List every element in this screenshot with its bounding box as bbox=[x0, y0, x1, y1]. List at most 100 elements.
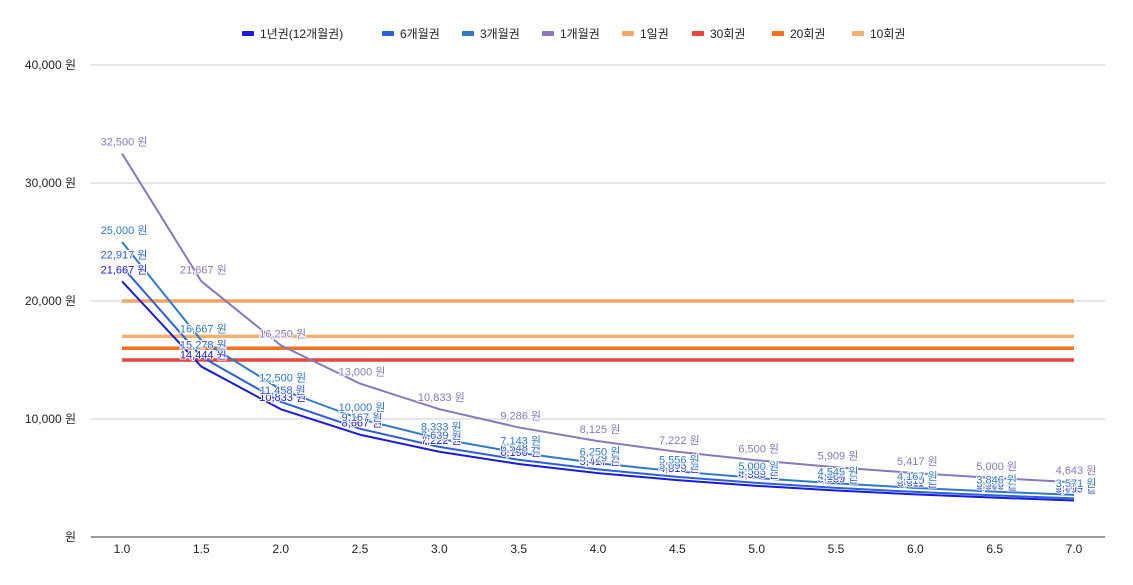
data-label: 4,333 원 bbox=[738, 468, 779, 481]
data-label: 6,500 원 bbox=[738, 442, 779, 455]
legend-label: 30회권 bbox=[710, 27, 745, 41]
legend-item: 1일권 bbox=[622, 27, 669, 41]
legend-swatch bbox=[242, 31, 254, 36]
y-tick-label: 원 bbox=[65, 530, 76, 544]
y-tick-label: 10,000 원 bbox=[25, 412, 76, 426]
legend-label: 20회권 bbox=[790, 27, 825, 41]
data-label: 13,000 원 bbox=[339, 366, 386, 379]
data-label: 6,250 원 bbox=[580, 445, 621, 458]
y-tick-label: 30,000 원 bbox=[25, 176, 76, 190]
x-tick-label: 3.5 bbox=[510, 542, 527, 556]
series-lines bbox=[121, 152, 1075, 502]
legend-item: 20회권 bbox=[772, 27, 825, 41]
x-tick-label: 4.5 bbox=[669, 542, 686, 556]
data-label: 21,667 원 bbox=[101, 263, 148, 276]
series-line bbox=[121, 280, 1075, 502]
y-axis: 원 10,000 원 20,000 원 30,000 원 40,000 원 bbox=[25, 58, 76, 544]
data-label: 3,611 원 bbox=[897, 476, 937, 489]
data-label: 4,545 원 bbox=[818, 465, 859, 478]
legend-label: 6개월권 bbox=[400, 27, 440, 41]
data-label: 6,548 원 bbox=[500, 442, 541, 455]
legend-item: 1개월권 bbox=[542, 27, 600, 41]
data-label: 8,333 원 bbox=[421, 421, 462, 434]
data-label: 7,639 원 bbox=[421, 429, 462, 442]
data-label: 3,819 원 bbox=[897, 474, 938, 487]
data-label: 5,000 원 bbox=[976, 460, 1017, 473]
data-label: 12,500 원 bbox=[259, 372, 306, 385]
data-label: 7,143 원 bbox=[500, 435, 541, 448]
data-label: 3,571 원 bbox=[1056, 477, 1097, 490]
data-label: 4,815 원 bbox=[659, 462, 700, 475]
data-label: 3,333 원 bbox=[976, 480, 1017, 493]
legend-item: 30회권 bbox=[692, 27, 745, 41]
x-tick-label: 1.0 bbox=[114, 542, 131, 556]
legend-item: 3개월권 bbox=[462, 27, 520, 41]
legend-swatch bbox=[622, 31, 634, 36]
x-tick-label: 3.0 bbox=[431, 542, 448, 556]
data-label: 15,278 원 bbox=[180, 339, 227, 352]
legend-swatch bbox=[772, 31, 784, 36]
x-tick-label: 4.0 bbox=[590, 542, 607, 556]
data-label: 3,939 원 bbox=[818, 473, 859, 486]
data-label: 3,274 원 bbox=[1056, 480, 1097, 493]
data-label: 25,000 원 bbox=[101, 224, 148, 237]
x-tick-label: 2.0 bbox=[272, 542, 289, 556]
data-label: 5,556 원 bbox=[659, 453, 700, 466]
data-label: 5,417 원 bbox=[580, 455, 621, 468]
legend-swatch bbox=[852, 31, 864, 36]
data-label: 9,286 원 bbox=[500, 409, 541, 422]
data-label: 10,000 원 bbox=[339, 401, 386, 414]
data-label: 10,833 원 bbox=[418, 391, 465, 404]
x-tick-label: 7.0 bbox=[1066, 542, 1083, 556]
data-label: 7,222 원 bbox=[659, 434, 700, 447]
data-label: 3,095 원 bbox=[1056, 482, 1097, 495]
data-label: 5,909 원 bbox=[818, 449, 859, 462]
data-label: 16,250 원 bbox=[259, 327, 306, 340]
data-label: 3,846 원 bbox=[976, 474, 1017, 487]
data-label: 22,917 원 bbox=[101, 249, 148, 262]
legend-item: 10회권 bbox=[852, 27, 905, 41]
data-label: 4,167 원 bbox=[897, 470, 938, 483]
data-label: 10,833 원 bbox=[259, 391, 306, 404]
x-axis: 1.0 1.5 2.0 2.5 3.0 3.5 4.0 4.5 5.0 5.5 6.0 6.5 7.0 bbox=[114, 542, 1083, 556]
data-label: 11,458 원 bbox=[260, 384, 306, 397]
series-line bbox=[121, 241, 1075, 496]
data-label: 32,500 원 bbox=[101, 136, 148, 149]
legend-swatch bbox=[462, 31, 474, 36]
data-label: 4,643 원 bbox=[1056, 464, 1097, 477]
legend-label: 1일권 bbox=[640, 27, 669, 41]
legend-item: 6개월권 bbox=[382, 27, 440, 41]
data-label: 16,667 원 bbox=[180, 322, 227, 335]
y-tick-label: 40,000 원 bbox=[25, 58, 76, 72]
data-label: 7,222 원 bbox=[421, 434, 462, 447]
series-line bbox=[121, 152, 1075, 484]
data-label: 8,125 원 bbox=[580, 423, 621, 436]
data-label: 8,667 원 bbox=[342, 417, 383, 430]
x-tick-label: 2.5 bbox=[352, 542, 369, 556]
data-labels: 21,667 원 14,444 원 10,833 원 8,667 원 7,222 원 6,… bbox=[100, 135, 1098, 497]
x-tick-label: 5.5 bbox=[828, 542, 845, 556]
data-label: 9,167 원 bbox=[342, 411, 383, 424]
x-tick-label: 6.5 bbox=[986, 542, 1003, 556]
y-tick-label: 20,000 원 bbox=[25, 294, 76, 308]
legend-label: 3개월권 bbox=[480, 27, 520, 41]
data-label: 5,729 원 bbox=[580, 451, 621, 464]
data-label: 5,093 원 bbox=[659, 459, 700, 472]
legend-label: 1개월권 bbox=[560, 27, 600, 41]
legend: 1년권(12개월권) 6개월권 3개월권 1개월권 1일권 30회권 20회권 10회권 bbox=[242, 27, 905, 41]
data-label: 4,583 원 bbox=[738, 465, 779, 478]
data-label: 6,190 원 bbox=[500, 446, 541, 459]
x-tick-label: 6.0 bbox=[907, 542, 924, 556]
legend-swatch bbox=[382, 31, 394, 36]
data-label: 14,444 원 bbox=[180, 349, 227, 362]
data-label: 21,667 원 bbox=[180, 263, 227, 276]
legend-label: 10회권 bbox=[870, 27, 905, 41]
legend-swatch bbox=[542, 31, 554, 36]
data-label: 5,417 원 bbox=[897, 455, 938, 468]
series-line bbox=[121, 265, 1075, 500]
legend-label: 1년권(12개월권) bbox=[260, 27, 343, 41]
legend-item: 1년권(12개월권) bbox=[242, 27, 343, 41]
x-tick-label: 5.0 bbox=[748, 542, 765, 556]
data-label: 5,000 원 bbox=[738, 460, 779, 473]
